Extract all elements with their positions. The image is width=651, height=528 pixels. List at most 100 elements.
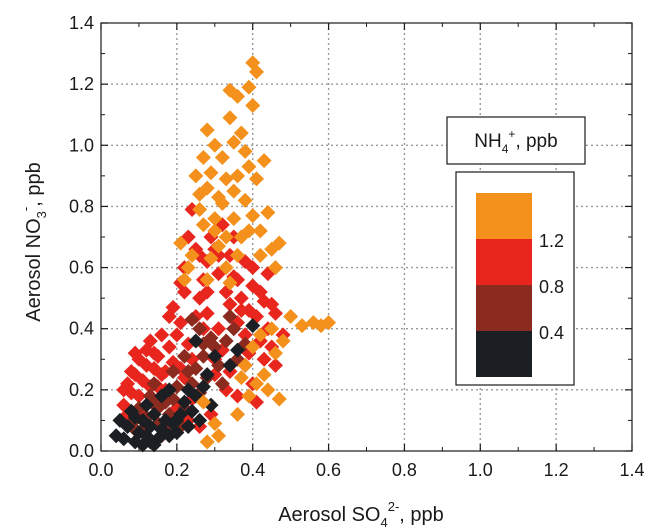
x-tick-label: 0.8 (392, 460, 417, 480)
data-point-diamond (233, 370, 249, 386)
y-axis-label-suffix: , ppb (23, 162, 45, 206)
data-point-diamond (230, 406, 246, 422)
legend-title-suffix: , ppb (515, 131, 557, 152)
data-point-diamond (226, 134, 242, 150)
data-point-diamond (207, 223, 223, 239)
data-point-diamond (271, 235, 287, 251)
data-point-diamond (146, 376, 162, 392)
data-point-diamond (241, 79, 257, 95)
data-point-diamond (226, 211, 242, 227)
y-tick-label: 1.4 (69, 13, 94, 33)
data-point-diamond (230, 168, 246, 184)
x-tick-label: 0.2 (164, 460, 189, 480)
data-point-diamond (245, 278, 261, 294)
data-point-diamond (146, 437, 162, 453)
y-axis-label-base: Aerosol NO (23, 218, 45, 321)
data-point-diamond (249, 376, 265, 392)
x-axis-label-base: Aerosol SO (278, 504, 380, 526)
data-point-diamond (207, 137, 223, 153)
data-point-diamond (271, 391, 287, 407)
data-point-diamond (237, 327, 253, 343)
data-point-diamond (218, 171, 234, 187)
data-point-diamond (211, 247, 227, 263)
x-tick-label: 0.6 (316, 460, 341, 480)
data-point-diamond (207, 348, 223, 364)
x-axis-ticks: 0.0 0.2 0.4 0.6 0.8 1.0 1.2 1.4 (88, 23, 645, 480)
data-point-diamond (165, 299, 181, 315)
data-point-diamond (241, 223, 257, 239)
data-point-diamond (176, 348, 192, 364)
data-point-diamond (142, 419, 158, 435)
data-point-diamond (195, 150, 211, 166)
data-point-diamond (230, 247, 246, 263)
y-axis-ticks: 0.0 0.2 0.4 0.6 0.8 1.0 1.2 1.4 (69, 13, 632, 461)
data-point-diamond (245, 98, 261, 114)
data-point-diamond (252, 327, 268, 343)
data-point-diamond (180, 382, 196, 398)
data-point-diamond (214, 150, 230, 166)
y-tick-label: 0.6 (69, 258, 94, 278)
data-point-diamond (267, 345, 283, 361)
data-point-diamond (188, 333, 204, 349)
data-point-diamond (169, 412, 185, 428)
data-point-diamond (184, 201, 200, 217)
data-point-diamond (192, 321, 208, 337)
data-point-diamond (203, 165, 219, 181)
legend-color-bin (476, 285, 532, 331)
data-point-diamond (260, 205, 276, 221)
data-point-diamond (222, 82, 238, 98)
data-points (108, 55, 337, 453)
data-point-diamond (245, 55, 261, 71)
data-point-diamond (195, 394, 211, 410)
data-point-diamond (199, 272, 215, 288)
data-point-diamond (199, 284, 215, 300)
data-point-diamond (188, 168, 204, 184)
data-point-diamond (207, 339, 223, 355)
data-point-diamond (207, 415, 223, 431)
data-point-diamond (256, 351, 272, 367)
data-point-diamond (123, 364, 139, 380)
data-point-diamond (116, 382, 132, 398)
x-axis-label-sup: 2- (388, 499, 400, 514)
data-point-diamond (146, 345, 162, 361)
data-point-diamond (169, 425, 185, 441)
y-tick-label: 0.8 (69, 196, 94, 216)
data-point-diamond (139, 397, 155, 413)
data-point-diamond (237, 143, 253, 159)
data-point-diamond (222, 296, 238, 312)
data-point-diamond (184, 247, 200, 263)
data-point-diamond (127, 409, 143, 425)
data-point-diamond (237, 192, 253, 208)
data-point-diamond (321, 315, 337, 331)
data-point-diamond (226, 321, 242, 337)
data-point-diamond (233, 302, 249, 318)
data-point-diamond (154, 327, 170, 343)
data-point-diamond (214, 376, 230, 392)
data-point-diamond (230, 388, 246, 404)
legend-label-3: 0.4 (539, 323, 564, 343)
data-point-diamond (161, 339, 177, 355)
data-point-diamond (222, 357, 238, 373)
data-point-diamond (218, 229, 234, 245)
data-point-diamond (180, 260, 196, 276)
x-tick-label: 1.0 (468, 460, 493, 480)
data-point-diamond (252, 247, 268, 263)
legend-color-bins (476, 193, 532, 377)
data-point-diamond (218, 260, 234, 276)
data-point-diamond (203, 250, 219, 266)
legend-title-box (446, 116, 586, 165)
data-point-diamond (222, 110, 238, 126)
data-point-diamond (226, 183, 242, 199)
data-point-diamond (116, 431, 132, 447)
data-point-diamond (214, 195, 230, 211)
data-point-diamond (256, 153, 272, 169)
data-point-diamond (222, 308, 238, 324)
legend-title-sup: + (508, 127, 515, 141)
data-point-diamond (192, 201, 208, 217)
data-point-diamond (218, 333, 234, 349)
x-axis-label: Aerosol SO42-, ppb (278, 499, 444, 528)
data-point-diamond (241, 388, 257, 404)
data-point-diamond (176, 394, 192, 410)
data-point-diamond (233, 125, 249, 141)
